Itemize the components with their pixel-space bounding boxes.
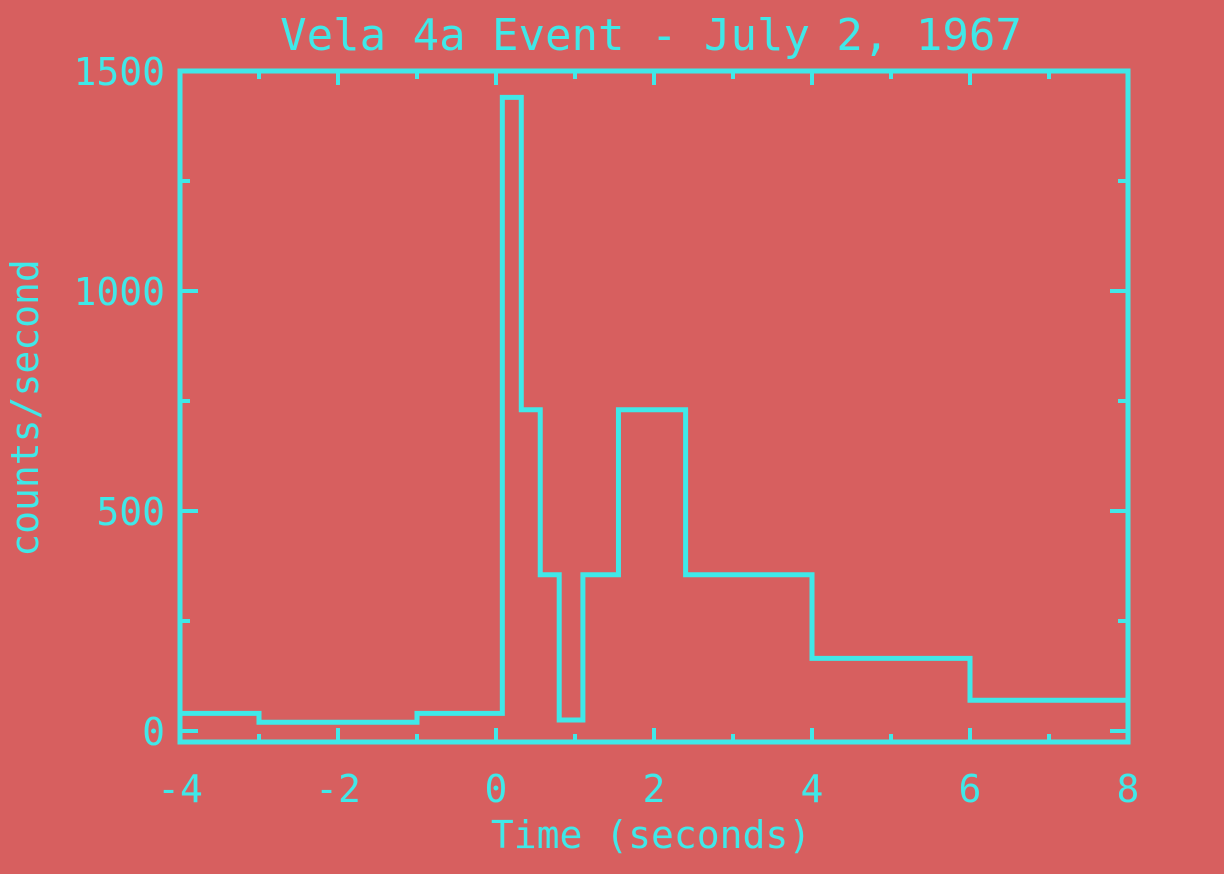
x-tick-label: 4 [801, 767, 824, 811]
y-tick-label: 500 [96, 490, 165, 534]
x-tick-label: 8 [1117, 767, 1140, 811]
x-tick-label: 0 [485, 767, 508, 811]
y-axis-label: counts/second [3, 259, 47, 556]
axis-ticks [178, 69, 1130, 742]
histogram-series-line [180, 94, 1128, 725]
x-tick-label: -4 [157, 767, 203, 811]
x-tick-label: 6 [959, 767, 982, 811]
chart-title: Vela 4a Event - July 2, 1967 [280, 10, 1022, 61]
y-tick-label: 0 [142, 710, 165, 754]
y-tick-label: 1500 [73, 50, 165, 94]
series-group [180, 94, 1128, 725]
y-tick-label: 1000 [73, 270, 165, 314]
tick-labels: -4 -2 0 2 4 6 8 0 500 1000 1500 [73, 50, 1139, 811]
x-axis-label: Time (seconds) [491, 813, 811, 857]
plot-frame [177, 68, 1131, 745]
x-tick-label: 2 [643, 767, 666, 811]
x-tick-label: -2 [315, 767, 361, 811]
